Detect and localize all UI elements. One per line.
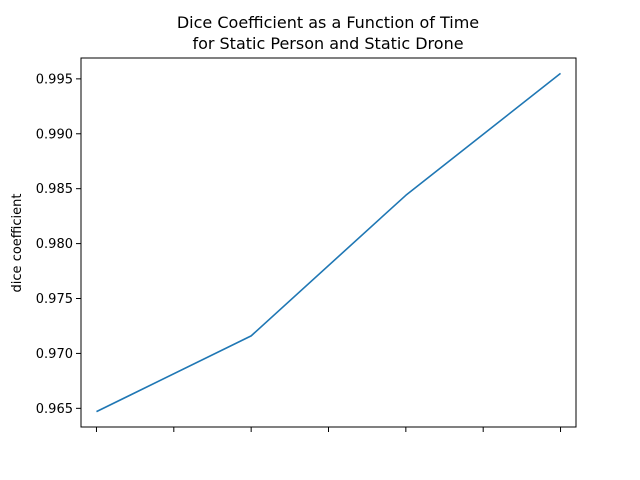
y-tick-label: 0.990 [36,127,73,142]
plot-frame [80,57,577,428]
y-tick-label: 0.975 [36,292,73,307]
y-tick-label: 0.965 [36,402,73,417]
chart-title-line-1: Dice Coefficient as a Function of Time [177,13,479,32]
y-tick-label: 0.980 [36,237,73,252]
series-line [96,72,562,413]
y-tick-label: 0.985 [36,182,73,197]
plot-area: 0.965 0.970 0.975 0.980 0.985 0.990 0.995 [36,72,562,432]
y-tick-label: 0.970 [36,347,73,362]
chart-title-line-2: for Static Person and Static Drone [192,34,463,53]
y-axis-label: dice coefficient [10,194,25,293]
y-tick-label: 0.995 [36,72,73,87]
